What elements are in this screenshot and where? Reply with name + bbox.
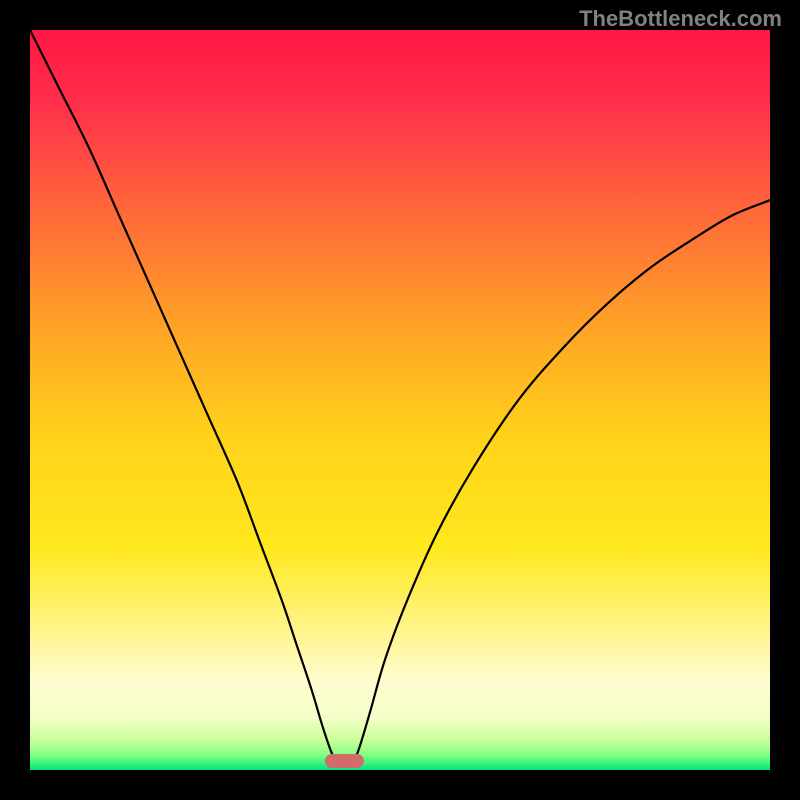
bottleneck-chart [30, 30, 770, 770]
watermark-text: TheBottleneck.com [579, 6, 782, 32]
bottleneck-curve [30, 30, 770, 770]
optimal-marker [325, 754, 363, 767]
